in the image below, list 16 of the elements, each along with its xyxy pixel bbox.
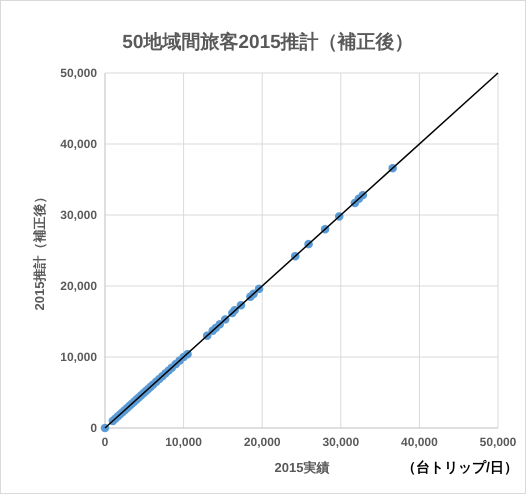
x-tick-label: 50,000 xyxy=(480,435,517,449)
y-tick-label: 10,000 xyxy=(60,350,98,364)
y-tick-label: 20,000 xyxy=(60,279,98,293)
y-axis-title: 2015推計（補正後） xyxy=(32,190,47,310)
y-tick-label: 30,000 xyxy=(60,208,98,222)
text: （台トリップ/日） xyxy=(402,459,518,475)
x-tick-label: 10,000 xyxy=(165,435,202,449)
chart-title: 50地域間旅客2015推計（補正後） xyxy=(122,31,414,53)
x-tick-label: 30,000 xyxy=(322,435,360,449)
y-tick-label: 0 xyxy=(90,421,98,435)
x-tick-label: 0 xyxy=(102,435,109,449)
x-tick-label: 20,000 xyxy=(244,435,281,449)
x-axis-title: 2015実績 xyxy=(274,460,330,475)
y-tick-label: 40,000 xyxy=(60,137,98,151)
y-tick-label: 50,000 xyxy=(60,66,98,80)
x-tick-label: 40,000 xyxy=(401,435,438,449)
